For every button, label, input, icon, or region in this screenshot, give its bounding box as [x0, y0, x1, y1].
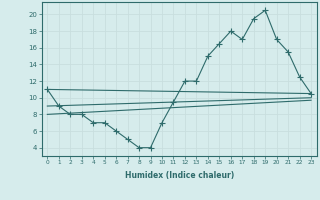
- X-axis label: Humidex (Indice chaleur): Humidex (Indice chaleur): [124, 171, 234, 180]
